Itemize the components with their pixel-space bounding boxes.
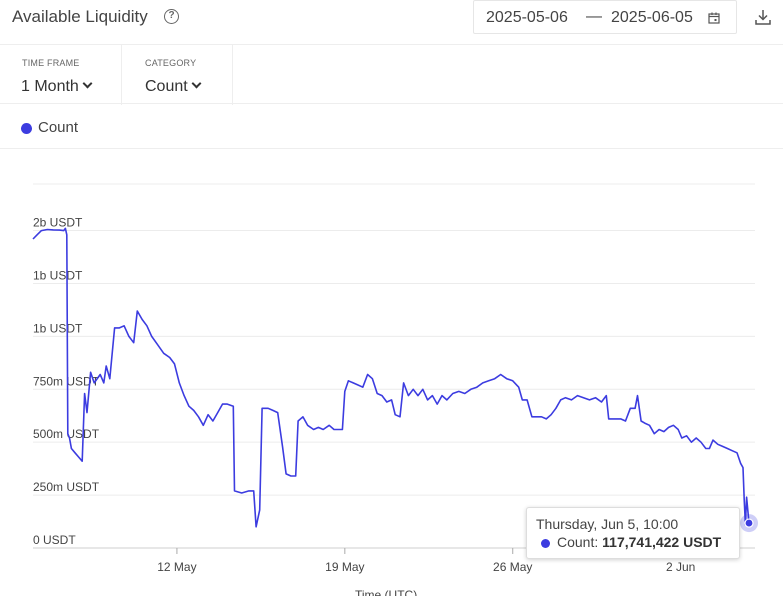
download-icon[interactable] bbox=[754, 8, 772, 26]
calendar-icon[interactable] bbox=[708, 12, 720, 24]
series-line-count[interactable] bbox=[32, 227, 750, 528]
category-filter[interactable]: CATEGORY Count bbox=[122, 45, 233, 105]
category-dropdown[interactable]: Count bbox=[145, 78, 202, 96]
y-tick-label: 500m USDT bbox=[33, 427, 100, 441]
tooltip-series-dot bbox=[541, 539, 550, 548]
highlight-point[interactable] bbox=[744, 518, 754, 528]
help-circle-icon[interactable]: ? bbox=[164, 9, 179, 24]
time-frame-dropdown[interactable]: 1 Month bbox=[21, 78, 93, 96]
category-value: Count bbox=[145, 78, 188, 95]
date-separator: — bbox=[586, 8, 602, 25]
y-tick-label: 1b USDT bbox=[33, 268, 83, 282]
legend-dot bbox=[21, 123, 32, 134]
time-frame-value: 1 Month bbox=[21, 78, 79, 95]
header: Available Liquidity ? 2025-05-06 — 2025-… bbox=[0, 0, 783, 42]
filter-bar: TIME FRAME 1 Month CATEGORY Count bbox=[0, 44, 783, 105]
x-axis-ticks: 12 May 19 May 26 May 2 Jun bbox=[157, 548, 695, 574]
tooltip-series-label: Count: bbox=[557, 534, 599, 550]
y-tick-label: 2b USDT bbox=[33, 216, 83, 230]
page-title: Available Liquidity bbox=[12, 7, 148, 26]
chevron-down-icon bbox=[191, 78, 202, 89]
date-range-picker[interactable]: 2025-05-06 — 2025-06-05 bbox=[473, 0, 737, 34]
chart-legend: Count bbox=[0, 105, 783, 149]
x-tick-label: 19 May bbox=[325, 560, 364, 574]
x-tick-label: 12 May bbox=[157, 560, 196, 574]
y-tick-label: 0 USDT bbox=[33, 533, 76, 547]
y-tick-label: 750m USDT bbox=[33, 374, 100, 388]
y-tick-label: 1b USDT bbox=[33, 321, 83, 335]
grid-lines bbox=[33, 183, 755, 549]
time-frame-label: TIME FRAME bbox=[22, 58, 80, 68]
date-start[interactable]: 2025-05-06 bbox=[486, 9, 568, 26]
tooltip-title: Thursday, Jun 5, 10:00 bbox=[536, 516, 679, 532]
tooltip-row: Count: 117,741,422 USDT bbox=[557, 534, 721, 550]
liquidity-line-chart[interactable]: 0 USDT 250m USDT 500m USDT 750m USDT 1b USDT… bbox=[0, 150, 783, 596]
tooltip-value: 117,741,422 USDT bbox=[602, 534, 722, 550]
x-tick-label: 2 Jun bbox=[666, 560, 695, 574]
chart-tooltip: Thursday, Jun 5, 10:00 Count: 117,741,42… bbox=[526, 507, 740, 559]
y-tick-label: 250m USDT bbox=[33, 480, 100, 494]
x-tick-label: 26 May bbox=[493, 560, 532, 574]
category-label: CATEGORY bbox=[145, 58, 197, 68]
series-layer bbox=[32, 227, 759, 533]
legend-label: Count bbox=[38, 119, 79, 136]
x-axis-title: Time (UTC) bbox=[355, 588, 418, 596]
date-end[interactable]: 2025-06-05 bbox=[611, 9, 693, 26]
time-frame-filter[interactable]: TIME FRAME 1 Month bbox=[0, 45, 122, 105]
chevron-down-icon bbox=[82, 78, 93, 89]
